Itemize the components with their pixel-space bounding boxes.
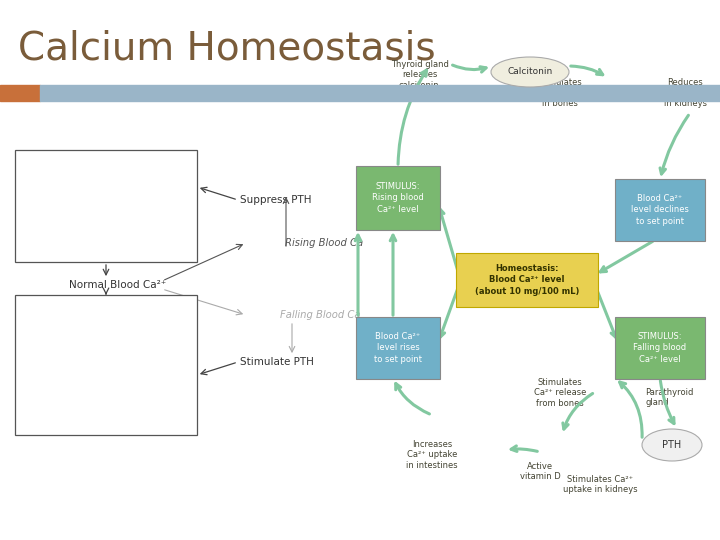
Text: Active
vitamin D: Active vitamin D: [520, 462, 560, 481]
Text: Blood Ca²⁺
level rises
to set point: Blood Ca²⁺ level rises to set point: [374, 333, 422, 363]
FancyBboxPatch shape: [615, 317, 705, 379]
Text: Stimulates Ca²⁺
uptake in kidneys: Stimulates Ca²⁺ uptake in kidneys: [563, 475, 637, 495]
FancyBboxPatch shape: [615, 179, 705, 241]
FancyBboxPatch shape: [456, 253, 598, 307]
Text: Stimulate PTH: Stimulate PTH: [240, 357, 314, 367]
Text: Blood Ca²⁺
level declines
to set point: Blood Ca²⁺ level declines to set point: [631, 194, 689, 226]
Bar: [15, 150, 197, 262]
Text: ↓ Bone Resorption
↑ Urinary Loss
↓ 1,25(OH)₂D Production
    – decrease GI absor: ↓ Bone Resorption ↑ Urinary Loss ↓ 1,25(…: [23, 158, 157, 211]
Text: Rising Blood Ca: Rising Blood Ca: [250, 238, 363, 248]
Text: Stimulates
Ca²⁺ deposition
in bones: Stimulates Ca²⁺ deposition in bones: [527, 78, 593, 108]
Text: Reduces
Ca²⁺ uptake
in kidneys: Reduces Ca²⁺ uptake in kidneys: [660, 78, 710, 108]
Text: Thyroid gland
releases
calcitonin.: Thyroid gland releases calcitonin.: [391, 60, 449, 90]
Text: Falling Blood Ca: Falling Blood Ca: [250, 310, 361, 320]
Text: STIMULUS:
Rising blood
Ca²⁺ level: STIMULUS: Rising blood Ca²⁺ level: [372, 183, 424, 214]
Text: Increases
Ca²⁺ uptake
in intestines: Increases Ca²⁺ uptake in intestines: [406, 440, 458, 470]
Text: Homeostasis:
Blood Ca²⁺ level
(about 10 mg/100 mL): Homeostasis: Blood Ca²⁺ level (about 10 …: [474, 265, 579, 295]
Bar: [0, 85, 40, 101]
Ellipse shape: [491, 57, 569, 87]
FancyBboxPatch shape: [356, 166, 440, 230]
Text: ↑ Bone Resorption
↓ Urinary Loss
↑ 1,25(OH)₂D Production
    – increase GI
    a: ↑ Bone Resorption ↓ Urinary Loss ↑ 1,25(…: [23, 303, 145, 370]
Text: PTH: PTH: [662, 440, 682, 450]
Bar: [40, 85, 720, 101]
Text: Parathyroid
gland: Parathyroid gland: [645, 388, 693, 407]
Text: Calcium Homeostasis: Calcium Homeostasis: [18, 30, 436, 68]
Text: Suppress PTH: Suppress PTH: [240, 195, 312, 205]
Ellipse shape: [642, 429, 702, 461]
FancyBboxPatch shape: [356, 317, 440, 379]
Text: Calcitonin: Calcitonin: [508, 68, 553, 77]
Bar: [15, 295, 197, 435]
Text: Stimulates
Ca²⁺ release
from bones: Stimulates Ca²⁺ release from bones: [534, 378, 586, 408]
Text: STIMULUS:
Falling blood
Ca²⁺ level: STIMULUS: Falling blood Ca²⁺ level: [634, 333, 687, 363]
Text: Normal Blood Ca²⁺: Normal Blood Ca²⁺: [69, 280, 166, 290]
